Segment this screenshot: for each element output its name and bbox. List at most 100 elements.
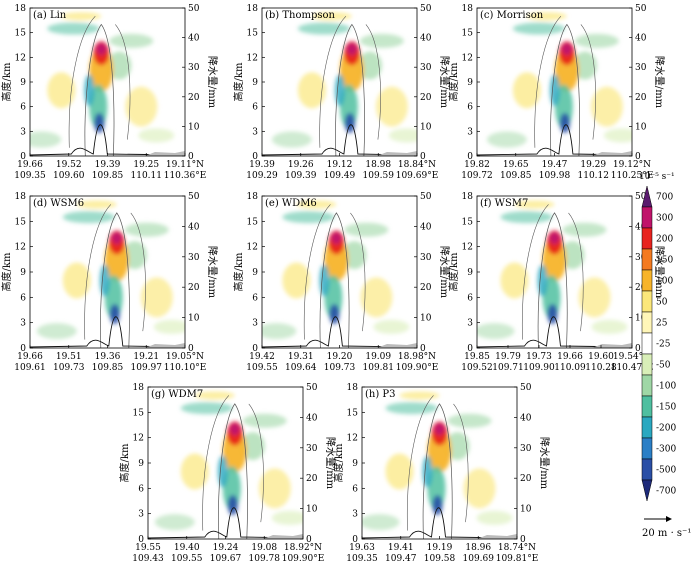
y-tick-label: 18 [15, 192, 27, 202]
y2-tick-label: 50 [188, 192, 200, 202]
colorbar-cell [641, 311, 653, 334]
y2-tick-label: 50 [188, 4, 200, 14]
y2-axis-label: 降水量/mm [653, 56, 666, 109]
lon-tick-label: 109.64 [285, 363, 317, 373]
y2-tick-label: 20 [188, 283, 200, 293]
colorbar-label: 300 [656, 214, 673, 224]
y-tick-label: 12 [462, 53, 473, 63]
y-tick-label: 6 [252, 103, 258, 113]
lon-tick-label: 109.98 [539, 171, 571, 181]
lon-tick-label: 110.09 [554, 363, 586, 373]
y-tick-label: 3 [252, 127, 258, 137]
vorticity-field [477, 200, 632, 348]
lon-tick-label: 109.73 [53, 363, 85, 373]
lat-tick-label: 19.52 [56, 160, 82, 170]
vorticity-field [477, 12, 632, 156]
lat-tick-label: 19.25 [133, 160, 159, 170]
y2-tick-label: 10 [420, 122, 432, 132]
lat-tick-label: 19.05°N [166, 352, 204, 362]
lon-tick-label: 109.85 [500, 171, 532, 181]
y2-tick-label: 0 [188, 152, 194, 162]
precip-contours [477, 204, 632, 348]
y2-tick-label: 40 [188, 34, 200, 44]
wind-arrow-legend: 20 m · s⁻¹ [642, 516, 691, 539]
panel-1: (a) Lin 0 3 6 9 12 15 18 0 10 20 30 40 50 高度/km 降水量/mm 1… [0, 4, 219, 181]
lon-tick-label: 110.25°E [611, 171, 654, 181]
lat-tick-label: 19.24 [213, 543, 239, 553]
y-tick-label: 3 [138, 510, 144, 520]
y-tick-label: 12 [133, 434, 144, 444]
lon-tick-label: 110.11 [131, 171, 163, 181]
y-tick-label: 6 [20, 103, 26, 113]
y-tick-label: 6 [467, 103, 473, 113]
lon-tick-label: 109.59 [363, 171, 395, 181]
lat-tick-label: 19.65 [503, 160, 529, 170]
y-tick-label: 15 [247, 29, 259, 39]
y2-tick-label: 50 [420, 4, 432, 14]
lat-tick-label: 19.66 [17, 160, 43, 170]
lat-tick-label: 19.60 [588, 352, 614, 362]
lon-tick-label: 109.85 [92, 363, 124, 373]
y-axis-label: 高度/km [0, 62, 13, 101]
lat-tick-label: 19.08 [251, 543, 277, 553]
y2-tick-label: 40 [635, 34, 647, 44]
colorbar-cell [641, 353, 653, 376]
panel-title: (e) WDM6 [265, 198, 317, 209]
precip-contours [262, 16, 417, 156]
colorbar-cell [641, 290, 653, 313]
panel-title: (f) WSM7 [480, 198, 528, 209]
y2-tick-label: 10 [420, 314, 432, 324]
y-tick-label: 3 [352, 510, 358, 520]
colorbar-cell [641, 248, 653, 271]
y-tick-label: 0 [252, 344, 258, 354]
lon-tick-label: 110.12 [578, 171, 610, 181]
lat-tick-label: 19.39 [249, 160, 275, 170]
lat-tick-label: 19.09 [365, 352, 391, 362]
y2-axis-label: 降水量/mm [538, 437, 551, 490]
colorbar-label: 100 [656, 277, 673, 287]
colorbar-label: -25 [656, 340, 671, 350]
lat-tick-label: 19.20 [327, 352, 353, 362]
colorbar-cell [641, 437, 653, 460]
lat-tick-label: 19.85 [464, 352, 490, 362]
y-tick-label: 3 [252, 319, 258, 329]
y-tick-label: 12 [15, 53, 26, 63]
panel-title: (d) WSM6 [33, 198, 84, 209]
lat-tick-label: 19.39 [95, 160, 121, 170]
lat-tick-label: 19.55 [135, 543, 161, 553]
lat-tick-label: 19.42 [249, 352, 275, 362]
panel-title: (h) P3 [365, 389, 396, 400]
colorbar-label: -700 [656, 487, 676, 497]
lon-tick-label: 109.35 [346, 554, 378, 564]
terrain [145, 343, 185, 348]
y-tick-label: 18 [462, 192, 474, 202]
y-tick-label: 15 [462, 29, 474, 39]
lon-tick-label: 109.49 [324, 171, 356, 181]
y-tick-label: 15 [133, 408, 145, 418]
lat-tick-label: 19.21 [133, 352, 159, 362]
y-axis-label: 高度/km [232, 62, 245, 101]
y-tick-label: 9 [20, 78, 26, 88]
colorbar-cell [641, 374, 653, 397]
lat-tick-label: 19.73 [526, 352, 552, 362]
y-tick-label: 3 [20, 127, 26, 137]
lon-tick-label: 110.28 [585, 363, 617, 373]
y2-tick-label: 30 [188, 253, 200, 263]
lat-tick-label: 18.84°N [398, 160, 436, 170]
y2-tick-label: 40 [420, 222, 432, 232]
terrain [592, 343, 632, 348]
y-tick-label: 18 [247, 192, 259, 202]
colorbar-label: 25 [656, 319, 668, 329]
y-tick-label: 18 [462, 4, 474, 14]
lat-tick-label: 18.92°N [284, 543, 322, 553]
lon-tick-label: 109.81 [363, 363, 395, 373]
panel-3: (c) Morrison 0 3 6 9 12 15 18 0 10 20 30 40 50 高度/km 降水… [447, 4, 666, 181]
terrain [377, 151, 417, 156]
lat-tick-label: 19.63 [349, 543, 375, 553]
y-tick-label: 0 [467, 152, 473, 162]
y2-tick-label: 10 [635, 314, 647, 324]
y2-tick-label: 20 [188, 93, 200, 103]
lon-tick-label: 109.43 [132, 554, 164, 564]
y-tick-label: 18 [247, 4, 259, 14]
vorticity-field [362, 391, 517, 539]
